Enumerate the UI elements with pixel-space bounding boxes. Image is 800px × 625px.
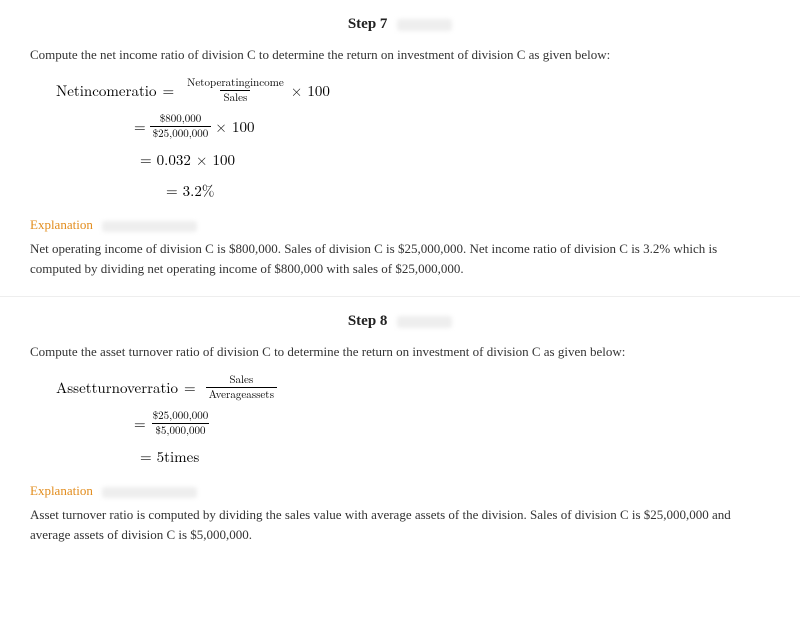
math-fraction: Sales Averageassets xyxy=(206,374,277,400)
math-line-2: = $25,000,000 $5,000,000 xyxy=(56,410,770,436)
fraction-numerator: Netoperatingincome xyxy=(184,77,287,90)
blur-redaction xyxy=(102,221,197,232)
blur-redaction xyxy=(397,316,452,328)
math-line-3: = 5times xyxy=(56,446,770,467)
math-block: Netincomeratio = Netoperatingincome Sale… xyxy=(56,77,770,201)
step-title: Step 8 xyxy=(30,313,770,330)
math-eq-text: = xyxy=(134,116,146,137)
explanation-label-text: Explanation xyxy=(30,217,93,232)
explanation-label: Explanation xyxy=(30,217,770,233)
math-line-3: = 0.032 × 100 xyxy=(56,149,770,170)
math-line-4: = 3.2% xyxy=(56,180,770,201)
step-title-text: Step 8 xyxy=(348,313,388,329)
step-instruction: Compute the net income ratio of division… xyxy=(30,47,770,63)
math-line-2: = $800,000 $25,000,000 × 100 xyxy=(56,113,770,139)
fraction-denominator: $5,000,000 xyxy=(152,423,208,437)
math-eq-text: = xyxy=(134,413,146,434)
math-fraction: $800,000 $25,000,000 xyxy=(150,113,212,139)
math-lhs: Netincomeratio xyxy=(56,80,156,101)
math-tail: × 100 xyxy=(215,116,254,137)
step-instruction: Compute the asset turnover ratio of divi… xyxy=(30,344,770,360)
fraction-numerator: $800,000 xyxy=(157,113,205,126)
explanation-label-text: Explanation xyxy=(30,483,93,498)
step-title: Step 7 xyxy=(30,16,770,33)
math-line-1: Netincomeratio = Netoperatingincome Sale… xyxy=(56,77,770,103)
step-section: Step 8 Compute the asset turnover ratio … xyxy=(0,297,800,562)
fraction-denominator: Sales xyxy=(220,90,250,104)
fraction-denominator: $25,000,000 xyxy=(150,126,212,140)
blur-redaction xyxy=(102,487,197,498)
step-section: Step 7 Compute the net income ratio of d… xyxy=(0,0,800,297)
math-fraction: Netoperatingincome Sales xyxy=(184,77,287,103)
math-fraction: $25,000,000 $5,000,000 xyxy=(150,410,212,436)
math-lhs: Assetturnoverratio xyxy=(56,377,178,398)
fraction-numerator: Sales xyxy=(226,374,256,387)
explanation-text: Asset turnover ratio is computed by divi… xyxy=(30,505,770,544)
blur-redaction xyxy=(397,19,452,31)
math-block: Assetturnoverratio = Sales Averageassets… xyxy=(56,374,770,467)
math-eq: = xyxy=(162,80,174,101)
math-line-1: Assetturnoverratio = Sales Averageassets xyxy=(56,374,770,400)
step-title-text: Step 7 xyxy=(348,16,388,32)
fraction-denominator: Averageassets xyxy=(206,387,277,401)
math-eq: = xyxy=(184,377,196,398)
explanation-label: Explanation xyxy=(30,483,770,499)
explanation-text: Net operating income of division C is $8… xyxy=(30,239,770,278)
fraction-numerator: $25,000,000 xyxy=(150,410,212,423)
math-tail: × 100 xyxy=(291,80,330,101)
